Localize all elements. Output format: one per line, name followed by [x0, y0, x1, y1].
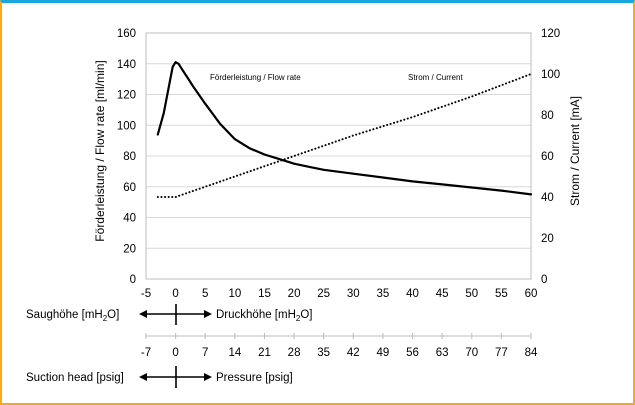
- psig-tick-label: 21: [258, 347, 271, 359]
- x-tick-label: 55: [495, 288, 508, 300]
- y-right-tick-label: 20: [541, 233, 554, 245]
- x-tick-label: 5: [202, 288, 208, 300]
- x-tick-label: 45: [436, 288, 449, 300]
- pressure-psig-label: Pressure [psig]: [216, 372, 293, 384]
- psig-tick-labels: -7 0 7 14 21 28 35 42 49 56 63 70 77 84: [141, 333, 538, 359]
- head-axis-mh2o: Saughöhe [mH2O] Druckhöhe [mH2O]: [26, 304, 312, 325]
- psig-tick-label: 14: [228, 347, 241, 359]
- y-right-tick-label: 80: [541, 110, 554, 122]
- psig-tick-label: 63: [436, 347, 449, 359]
- y-right-tick-label: 60: [541, 151, 554, 163]
- plot-border: [145, 32, 532, 280]
- psig-tick-label: 28: [288, 347, 301, 359]
- x-tick-label: 10: [228, 288, 241, 300]
- suction-psig-arrow-head: [139, 373, 147, 381]
- y-left-tick-label: 20: [123, 243, 136, 255]
- y-right-tick-label: 100: [541, 69, 560, 81]
- y-left-tick-label: 160: [117, 28, 136, 40]
- x-tick-label: 50: [465, 288, 478, 300]
- y-axis-right-label: Strom / Current [mA]: [568, 96, 582, 206]
- suction-head-label: Saughöhe [mH2O]: [26, 309, 119, 323]
- x-tick-label: 15: [258, 288, 271, 300]
- subscript-2: 2: [103, 314, 108, 323]
- suction-arrow-head: [139, 310, 147, 318]
- flow-rate-series-line: [156, 61, 533, 196]
- x-tick-label: 0: [172, 288, 178, 300]
- y-left-tick-labels: 0 20 40 60 80 100 120 140 160: [117, 28, 136, 286]
- psig-tick-label: -7: [141, 347, 151, 359]
- y-left-tick-label: 120: [117, 90, 136, 102]
- current-annotation: Strom / Current: [408, 73, 463, 82]
- psig-tick-label: 7: [202, 347, 208, 359]
- x-tick-label: 20: [288, 288, 301, 300]
- x-tick-label: -5: [141, 288, 151, 300]
- y-right-tick-label: 40: [541, 192, 554, 204]
- x-tick-label: 30: [347, 288, 360, 300]
- gridlines: [146, 32, 531, 280]
- x-tick-label: 60: [525, 288, 538, 300]
- psig-tick-label: 56: [406, 347, 419, 359]
- y-left-tick-label: 40: [123, 213, 136, 225]
- y-left-tick-label: 140: [117, 59, 136, 71]
- x-tick-labels: -5 0 5 10 15 20 25 30 35 40 45 50 55 60: [141, 288, 538, 300]
- y-axis-left-label: Förderleistung / Flow rate [ml/min]: [93, 60, 107, 241]
- pressure-arrow-head: [204, 310, 212, 318]
- flow-rate-annotation: Förderleistung / Flow rate: [210, 73, 301, 82]
- y-right-tick-label: 120: [541, 28, 560, 40]
- y-right-tick-labels: 0 20 40 60 80 100 120: [541, 28, 560, 286]
- pressure-head-label: Druckhöhe [mH2O]: [216, 309, 312, 323]
- y-left-tick-label: 100: [117, 120, 136, 132]
- y-left-tick-label: 0: [130, 274, 136, 286]
- psig-tick-label: 77: [495, 347, 508, 359]
- x-tick-label: 35: [377, 288, 390, 300]
- subscript-2: 2: [296, 314, 301, 323]
- psig-axis: -7 0 7 14 21 28 35 42 49 56 63 70 77 84 Suction head …: [26, 333, 538, 388]
- psig-tick-label: 42: [347, 347, 360, 359]
- series-lines: [156, 61, 533, 198]
- y-left-tick-label: 60: [123, 182, 136, 194]
- psig-tick-label: 70: [465, 347, 478, 359]
- psig-tick-label: 0: [172, 347, 178, 359]
- psig-tick-label: 84: [525, 347, 538, 359]
- y-left-tick-label: 80: [123, 151, 136, 163]
- x-tick-label: 40: [406, 288, 419, 300]
- x-tick-label: 25: [317, 288, 330, 300]
- psig-tick-label: 49: [377, 347, 390, 359]
- current-series-line: [156, 73, 532, 198]
- psig-tick-label: 35: [317, 347, 330, 359]
- pressure-psig-arrow-head: [204, 373, 212, 381]
- suction-head-psig-label: Suction head [psig]: [26, 372, 124, 384]
- y-right-tick-label: 0: [541, 274, 547, 286]
